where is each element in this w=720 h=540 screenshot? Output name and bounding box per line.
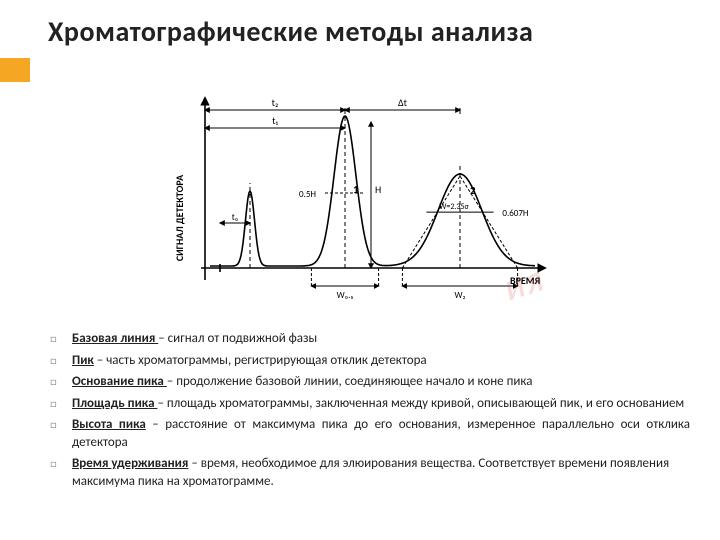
svg-text:0.5H: 0.5H [299,189,316,200]
svg-text:W₀.₅: W₀.₅ [337,290,354,301]
definition-item: □Основание пика – продолжение базовой ли… [50,373,690,391]
definition-text: Пик – часть хроматограммы, регистрирующа… [72,352,690,370]
accent-bar [0,58,30,82]
definitions-list: □Базовая линия – сигнал от подвижной фаз… [50,330,690,494]
svg-text:W₂: W₂ [454,290,465,301]
definition-text: Время удерживания – время, необходимое д… [72,455,690,490]
svg-text:t₂: t₂ [272,96,279,109]
svg-text:H: H [375,183,381,196]
definition-text: Высота пика – расстояние от максимума пи… [72,416,690,451]
svg-text:ВРЕМЯ: ВРЕМЯ [510,274,541,287]
page-title: Хроматографические методы анализа [48,14,533,49]
bullet-icon: □ [50,416,72,433]
definition-item: □Пик – часть хроматограммы, регистрирующ… [50,352,690,370]
definition-item: □Высота пика – расстояние от максимума п… [50,416,690,451]
bullet-icon: □ [50,330,72,347]
definition-text: Основание пика – продолжение базовой лин… [72,373,690,391]
bullet-icon: □ [50,455,72,472]
definition-text: Площадь пика – площадь хроматограммы, за… [72,395,690,413]
svg-text:t₁: t₁ [272,114,278,127]
bullet-icon: □ [50,373,72,390]
definition-item: □Базовая линия – сигнал от подвижной фаз… [50,330,690,348]
chromatogram-figure: ВРЕМЯ СИГНАЛ ДЕТЕКТОРА t₂ Δt t₁ t₀ 1 2 H 0.5H W₀.₅… [165,88,555,308]
svg-text:t₀: t₀ [232,212,239,223]
bullet-icon: □ [50,395,72,412]
svg-text:0.607H: 0.607H [502,208,528,219]
svg-text:1: 1 [353,183,359,196]
svg-text:W=2.35σ: W=2.35σ [439,202,469,212]
bullet-icon: □ [50,352,72,369]
definition-item: □Площадь пика – площадь хроматограммы, з… [50,395,690,413]
svg-text:2: 2 [470,184,476,197]
svg-text:Δt: Δt [398,96,408,109]
definition-item: □Время удерживания – время, необходимое … [50,455,690,490]
svg-text:СИГНАЛ ДЕТЕКТОРА: СИГНАЛ ДЕТЕКТОРА [173,174,186,261]
definition-text: Базовая линия – сигнал от подвижной фазы [72,330,690,348]
